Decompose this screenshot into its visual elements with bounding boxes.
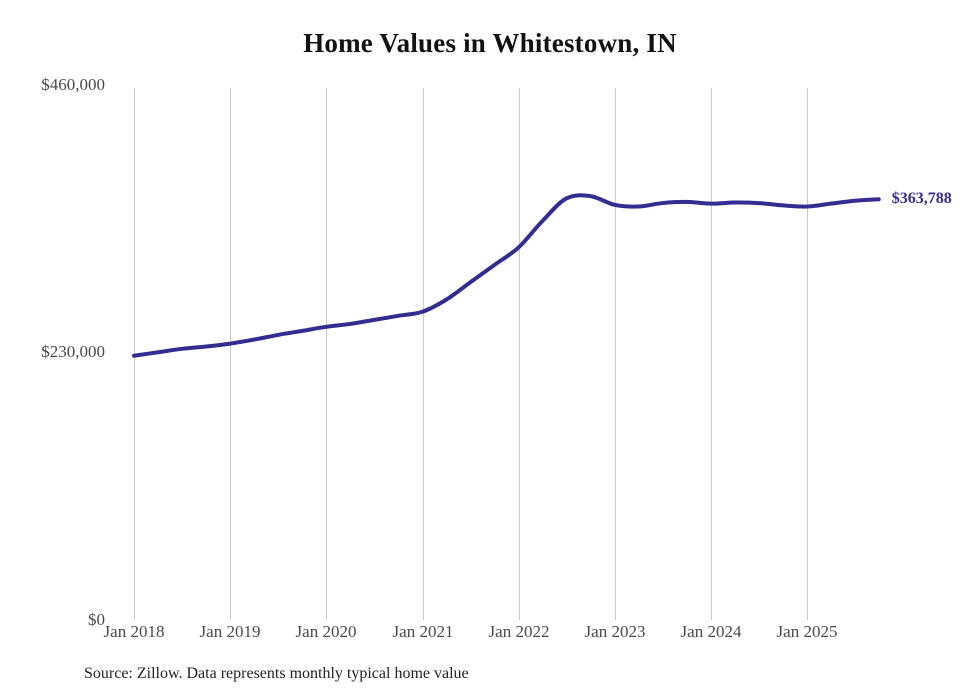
xtick-label-jan-2023: Jan 2023 bbox=[584, 622, 646, 641]
series-line-path bbox=[132, 193, 881, 358]
gridline-jan-2025 bbox=[807, 88, 808, 620]
xtick-label-jan-2019: Jan 2019 bbox=[199, 622, 261, 641]
gridline-jan-2024 bbox=[711, 88, 712, 620]
ytick-label-230000: $230,000 bbox=[41, 342, 105, 361]
chart-title: Home Values in Whitestown, IN bbox=[303, 28, 677, 58]
ytick-label-460000: $460,000 bbox=[41, 75, 105, 94]
source-note: Source: Zillow. Data represents monthly … bbox=[84, 665, 469, 682]
gridline-jan-2018 bbox=[134, 88, 135, 620]
xtick-label-jan-2025: Jan 2025 bbox=[776, 622, 838, 641]
gridline-jan-2021 bbox=[423, 88, 424, 620]
gridline-jan-2019 bbox=[230, 88, 231, 620]
xtick-label-jan-2020: Jan 2020 bbox=[295, 622, 357, 641]
gridline-jan-2023 bbox=[615, 88, 616, 620]
xtick-label-jan-2018: Jan 2018 bbox=[103, 622, 165, 641]
gridline-jan-2022 bbox=[519, 88, 520, 620]
xtick-label-jan-2024: Jan 2024 bbox=[680, 622, 742, 641]
gridline-jan-2020 bbox=[326, 88, 327, 620]
ytick-label-0: $0 bbox=[88, 610, 105, 629]
end-value-label: $363,788 bbox=[891, 190, 952, 208]
xtick-label-jan-2021: Jan 2021 bbox=[392, 622, 454, 641]
xtick-label-jan-2022: Jan 2022 bbox=[488, 622, 550, 641]
